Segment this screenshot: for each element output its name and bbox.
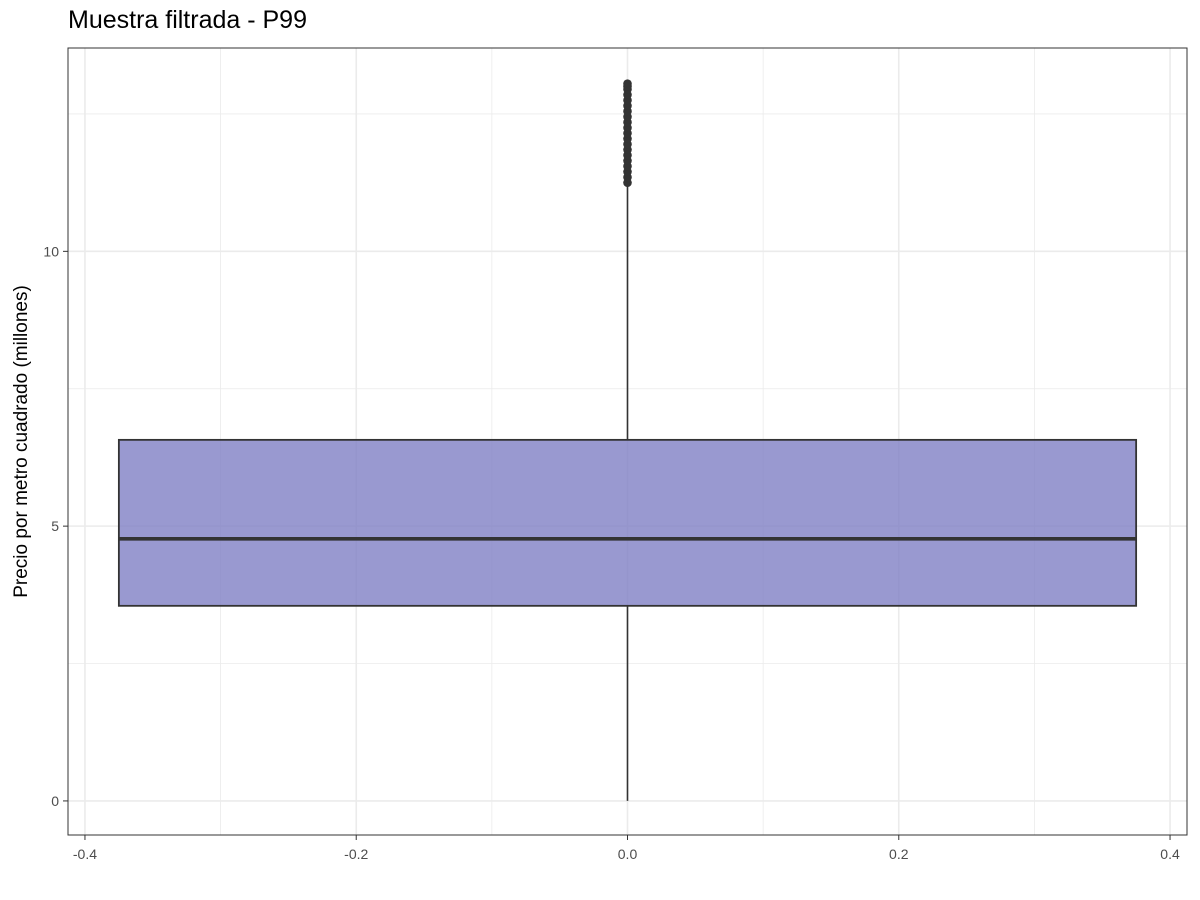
x-tick-label: 0.4 <box>1160 846 1180 862</box>
chart-title: Muestra filtrada - P99 <box>68 6 307 34</box>
iqr-box <box>117 438 1138 607</box>
y-tick-label: 5 <box>51 518 59 534</box>
x-tick-label: -0.2 <box>344 846 368 862</box>
y-tick-label: 0 <box>51 793 59 809</box>
outlier-layer <box>623 79 632 187</box>
x-axis: -0.4 -0.2 0.0 0.2 0.4 <box>73 835 1180 862</box>
box-layer <box>117 185 1138 801</box>
y-axis: 0 5 10 <box>43 243 68 809</box>
x-tick-label: 0.0 <box>618 846 638 862</box>
outlier-point <box>623 79 632 89</box>
x-tick-label: -0.4 <box>73 846 97 862</box>
y-tick-label: 10 <box>43 243 59 259</box>
x-tick-label: 0.2 <box>889 846 909 862</box>
y-axis-title: Precio por metro cuadrado (millones) <box>11 285 32 598</box>
